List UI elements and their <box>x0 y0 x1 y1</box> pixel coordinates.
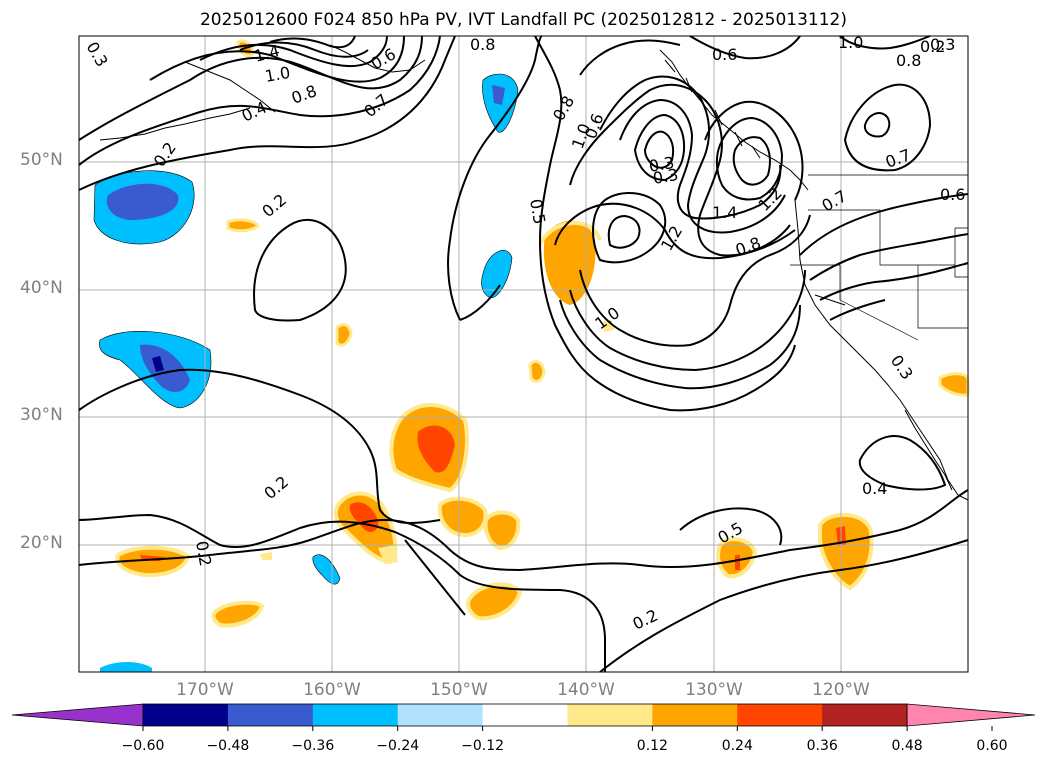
contour-label: 0.2 <box>258 190 290 221</box>
contour-label: 0.3 <box>647 153 675 176</box>
lon-label: 120°W <box>812 680 870 700</box>
colorbar-segment <box>737 704 823 726</box>
contour-label: 0.8 <box>733 233 763 260</box>
map-title: 2025012600 F024 850 hPa PV, IVT Landfall… <box>199 10 847 30</box>
contour-label: 0.6 <box>940 185 965 204</box>
colorbar-tick-label: −0.48 <box>206 738 250 754</box>
contour-label: 0.7 <box>360 90 392 121</box>
contour-label: 0.2 <box>260 472 292 503</box>
contour-label: 1.2 <box>754 183 785 214</box>
contour-label: 0.2 <box>630 606 661 634</box>
colorbar <box>11 703 1036 731</box>
lon-label: 130°W <box>685 680 743 700</box>
contour-label: 0.8 <box>896 51 921 70</box>
colorbar-extend-low <box>11 703 144 727</box>
colorbar-extend-high <box>906 703 1036 727</box>
contour-label: 0.4 <box>239 98 270 126</box>
colorbar-segment <box>822 704 908 726</box>
contour-label: 0.3 <box>930 35 955 54</box>
colorbar-tick-label: −0.36 <box>291 738 335 754</box>
lat-label: 30°N <box>20 405 63 425</box>
contour-label: 0.3 <box>651 165 679 188</box>
contour-label: 0.5 <box>526 197 549 225</box>
borders <box>790 174 968 341</box>
contour-label: 0.7 <box>819 186 851 215</box>
colorbar-tick-label: 0.24 <box>721 738 753 754</box>
colorbar-tick-label: 0.48 <box>891 738 923 754</box>
contour-label: 0.8 <box>289 81 319 108</box>
colorbar-tick-label: 0.12 <box>636 738 668 754</box>
contour-label: 0.3 <box>887 351 917 383</box>
map-frame <box>78 35 969 673</box>
colorbar-segment <box>312 704 399 726</box>
contour-label: 0.7 <box>883 145 913 172</box>
contour-label: 0.8 <box>549 92 578 124</box>
colorbar-segment <box>397 704 484 726</box>
lon-label: 140°W <box>557 680 615 700</box>
pv-shading <box>93 39 970 672</box>
colorbar-segment <box>227 704 314 726</box>
contour-label: 0.6 <box>712 45 737 64</box>
contour-label: 0.6 <box>368 44 400 73</box>
colorbar-tick-label: −0.12 <box>461 738 505 754</box>
colorbar-segment <box>652 704 738 726</box>
pv-contours <box>78 35 969 673</box>
colorbar-tick-label: 0.60 <box>976 738 1008 754</box>
colorbar-border <box>142 703 908 727</box>
contour-label: 0.3 <box>83 39 112 71</box>
colorbar-segment <box>567 704 653 726</box>
lon-label: 170°W <box>176 680 234 700</box>
coastlines <box>99 44 969 501</box>
colorbar-segment <box>143 704 229 726</box>
contour-label: 1.0 <box>263 63 291 86</box>
contour-label: 1.0 <box>838 33 863 52</box>
colorbar-segment <box>482 704 568 726</box>
lat-label: 40°N <box>20 278 63 298</box>
lon-label: 160°W <box>303 680 361 700</box>
contour-label: 0.8 <box>470 35 495 54</box>
contour-labels: 1.4 1.0 0.8 0.6 0.4 0.7 0.8 0.6 1.0 0.8 … <box>83 33 966 634</box>
lon-label: 150°W <box>430 680 488 700</box>
contour-label: 0.2 <box>920 37 945 56</box>
lat-label: 50°N <box>20 150 63 170</box>
colorbar-tick-label: −0.60 <box>121 738 165 754</box>
colorbar-tick-label: 0.36 <box>806 738 838 754</box>
lat-label: 20°N <box>20 533 63 553</box>
contour-label: 0.4 <box>862 479 887 498</box>
colorbar-tick-label: −0.24 <box>376 738 420 754</box>
contour-label: 1.4 <box>712 203 737 222</box>
contour-label: 0.2 <box>192 539 215 567</box>
